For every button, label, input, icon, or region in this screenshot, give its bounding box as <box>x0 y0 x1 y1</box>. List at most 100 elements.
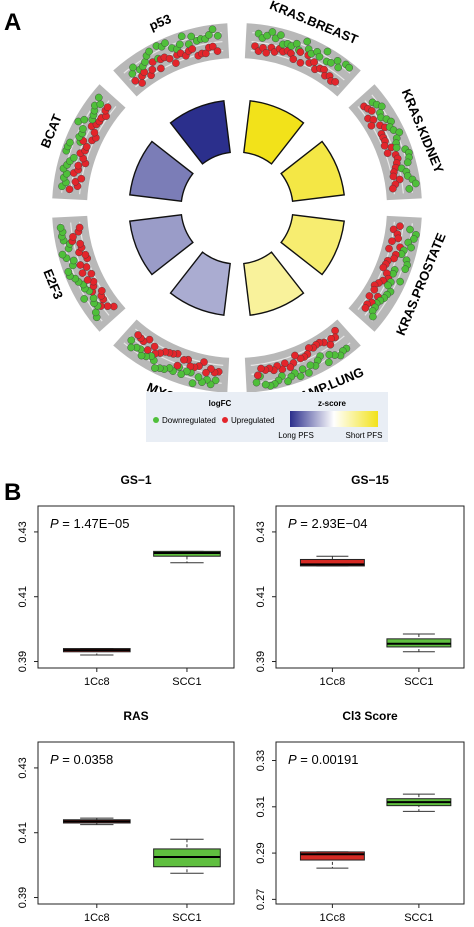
down-point-kras-breast <box>303 37 312 46</box>
legend-long-label: Long PFS <box>278 431 314 440</box>
up-point-kras-prostate <box>361 304 370 312</box>
up-point-kras-amp-lung <box>253 371 262 380</box>
down-point-kras-amp-lung <box>298 365 307 374</box>
down-point-e2f3 <box>89 294 98 303</box>
y-tick-label: 0.43 <box>17 757 29 778</box>
down-point-kras-amp-lung <box>306 361 315 370</box>
down-point-myc <box>127 343 135 352</box>
p-value-symbol: P <box>288 752 297 767</box>
up-point-bcat <box>90 128 99 137</box>
up-point-myc <box>173 361 182 370</box>
down-point-bcat <box>95 93 103 102</box>
down-point-p53 <box>187 32 195 41</box>
down-point-kras-amp-lung <box>252 378 261 387</box>
x-tick-label: SCC1 <box>172 912 201 924</box>
up-point-myc <box>143 346 152 354</box>
down-point-e2f3 <box>58 250 67 259</box>
up-point-kras-kidney <box>395 175 404 184</box>
up-point-kras-amp-lung <box>304 344 313 352</box>
segment-label-p53: p53 <box>147 11 173 33</box>
down-point-bcat <box>66 138 74 147</box>
down-point-kras-kidney <box>392 143 401 152</box>
down-point-kras-breast <box>334 63 343 72</box>
up-point-kras-prostate <box>385 244 393 253</box>
up-point-kras-amp-lung <box>331 326 339 335</box>
down-point-kras-breast <box>327 59 335 67</box>
up-point-myc <box>202 368 210 377</box>
y-tick-label: 0.39 <box>255 651 267 672</box>
down-point-kras-breast <box>323 47 332 56</box>
legend-down-dot <box>153 417 159 423</box>
up-point-e2f3 <box>98 286 106 295</box>
legend-down-label: Downregulated <box>162 416 216 425</box>
p-value-symbol: P <box>288 516 297 531</box>
down-point-myc <box>127 336 136 345</box>
down-point-kras-breast <box>263 31 272 40</box>
down-point-myc <box>137 351 146 360</box>
legend-zscore-gradient <box>290 411 378 427</box>
up-point-p53 <box>138 79 146 87</box>
down-point-e2f3 <box>56 223 65 232</box>
down-point-kras-kidney <box>405 184 414 193</box>
up-point-p53 <box>157 64 165 73</box>
down-point-e2f3 <box>64 267 73 276</box>
up-point-bcat <box>82 142 91 151</box>
up-point-bcat <box>74 161 83 170</box>
down-point-myc <box>188 379 197 388</box>
up-point-kras-breast <box>296 48 305 56</box>
up-point-bcat <box>77 174 86 183</box>
up-point-kras-breast <box>296 59 305 67</box>
down-point-kras-breast <box>268 28 277 36</box>
down-point-p53 <box>205 31 213 39</box>
down-point-kras-amp-lung <box>284 377 292 386</box>
boxplot-cl3-score: Cl3 Score 0.27 0.29 0.31 0.33 P = 0.00191 1Cc8… <box>255 709 465 924</box>
y-tick-label: 0.41 <box>17 822 29 843</box>
y-tick-label: 0.41 <box>17 586 29 607</box>
up-point-kras-amp-lung <box>257 364 265 373</box>
down-point-bcat <box>70 153 78 162</box>
up-point-kras-prostate <box>370 285 379 294</box>
plot-frame <box>275 741 465 905</box>
down-point-kras-prostate <box>409 235 418 243</box>
boxplot-title: GS−15 <box>351 473 389 487</box>
down-point-e2f3 <box>92 308 100 317</box>
zscore-sector-kras-amp-lung <box>243 251 305 316</box>
up-point-e2f3 <box>76 261 85 269</box>
down-point-kras-prostate <box>396 277 404 286</box>
down-point-kras-prostate <box>407 243 415 252</box>
panel-a-letter: A <box>4 9 21 36</box>
up-point-kras-amp-lung <box>286 363 295 372</box>
down-point-p53 <box>175 40 184 49</box>
up-point-p53 <box>148 58 157 66</box>
up-point-e2f3 <box>81 250 90 259</box>
p-value-text: = 2.93E−04 <box>297 516 368 531</box>
boxplot-gs-15: GS−15 0.39 0.41 0.43 P = 2.93E−04 1Cc8 SCC1 <box>255 473 465 688</box>
down-point-kras-breast <box>345 63 354 72</box>
up-point-kras-prostate <box>388 237 396 245</box>
down-point-kras-kidney <box>411 179 420 188</box>
box-1cc8 <box>299 851 365 861</box>
up-point-e2f3 <box>78 269 87 277</box>
panel-b-letter: B <box>4 479 21 506</box>
down-point-kras-kidney <box>403 158 412 167</box>
plot-frame <box>37 505 235 669</box>
y-tick-label: 0.39 <box>17 887 29 908</box>
up-point-e2f3 <box>103 302 112 311</box>
boxplot-gs-1: GS−1 0.39 0.41 0.43 P = 1.47E−05 1Cc8 SCC1 <box>17 473 235 688</box>
up-point-kras-kidney <box>367 121 376 130</box>
down-point-bcat <box>96 100 105 108</box>
down-point-bcat <box>80 115 89 124</box>
x-tick-label: 1Cc8 <box>84 912 110 924</box>
up-point-myc <box>180 355 188 364</box>
segment-label-e2f3: E2F3 <box>40 267 66 301</box>
zscore-sector-kras-kidney <box>280 140 345 202</box>
down-point-bcat <box>79 125 87 133</box>
down-point-kras-kidney <box>377 102 386 111</box>
x-tick-label: 1Cc8 <box>320 676 346 688</box>
down-point-p53 <box>208 25 217 34</box>
up-point-bcat <box>103 103 112 111</box>
p-value-symbol: P <box>50 752 59 767</box>
up-point-e2f3 <box>87 269 96 278</box>
up-point-p53 <box>213 47 222 55</box>
up-point-p53 <box>165 54 174 63</box>
